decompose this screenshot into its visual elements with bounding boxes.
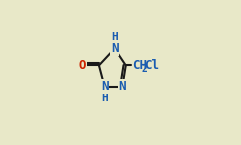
Text: N: N [111, 42, 118, 55]
Text: N: N [101, 80, 108, 93]
Text: H: H [101, 93, 108, 103]
Text: 2: 2 [142, 64, 147, 74]
Text: CH: CH [132, 59, 147, 72]
Text: O: O [79, 59, 86, 72]
Text: Cl: Cl [144, 59, 159, 72]
Text: H: H [111, 32, 118, 42]
Text: N: N [119, 80, 126, 93]
